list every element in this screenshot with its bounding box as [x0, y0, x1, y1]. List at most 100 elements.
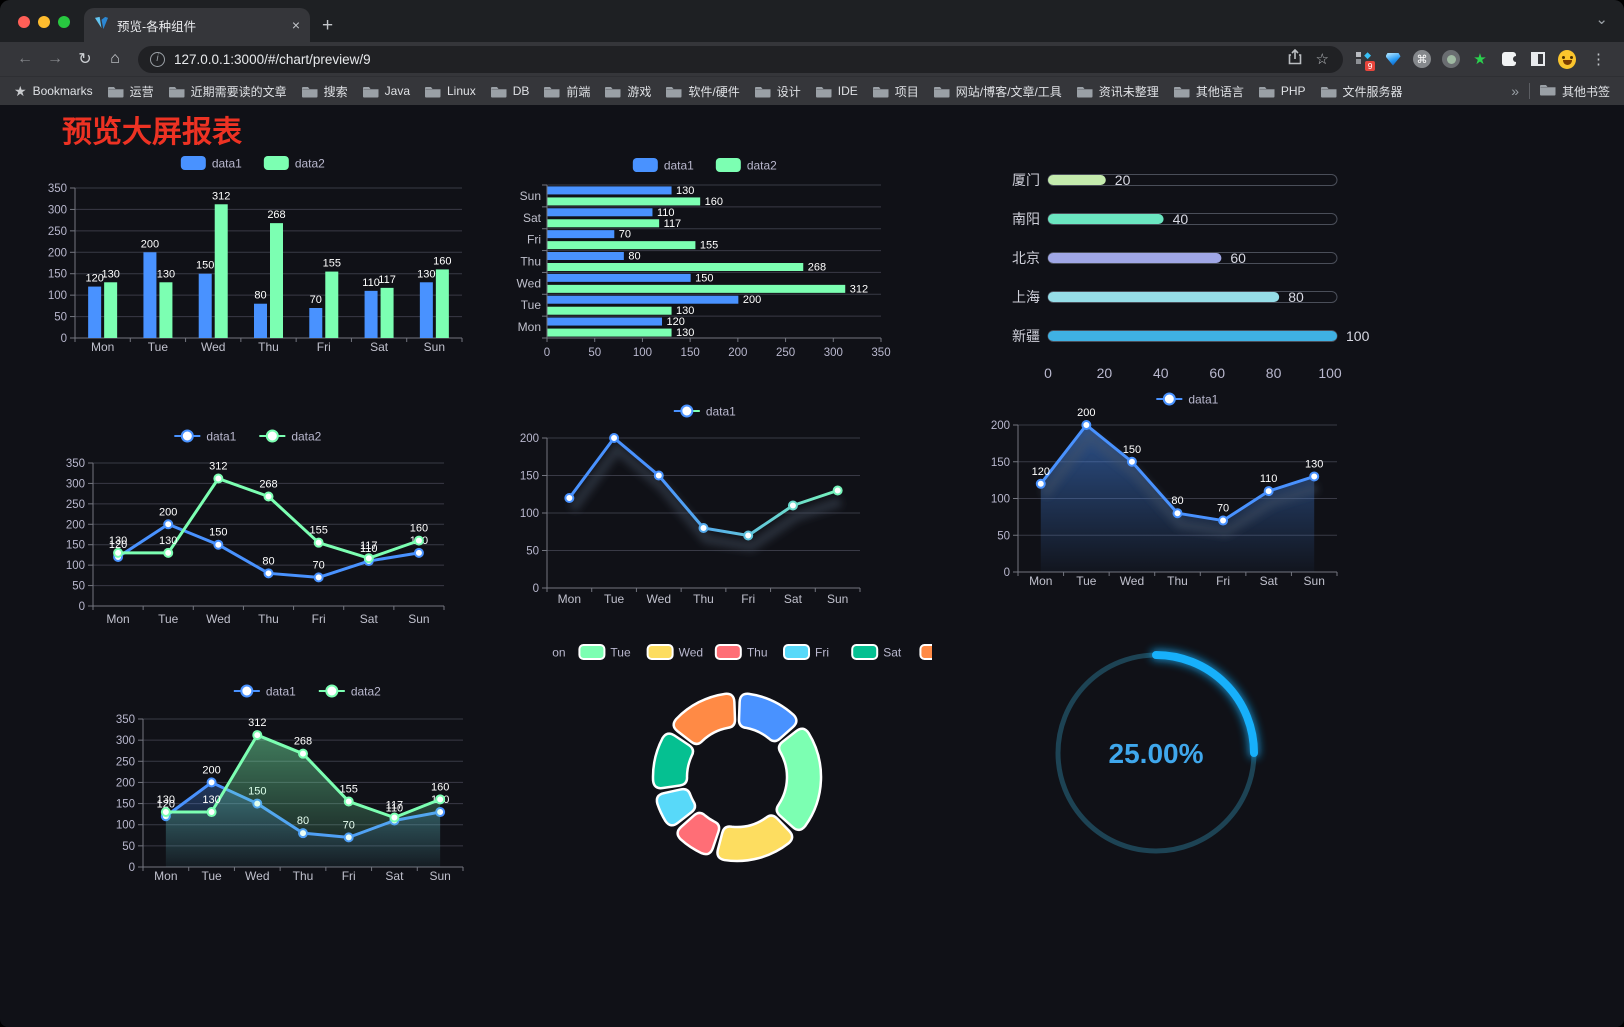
bar-data2	[380, 287, 394, 338]
point-data1	[1309, 471, 1320, 482]
bookmark-folder[interactable]: 项目	[872, 83, 919, 100]
profile-avatar[interactable]	[1558, 49, 1576, 69]
c7-svg: 0 50 100 150 200 250 300 350 Mon Tue Wed Thu Fri Sat S…	[116, 684, 464, 883]
c5-svg: 0 50 100 150 200 Mon Tue Wed Thu Fri Sat Sun data1	[520, 404, 861, 606]
bookmark-folder[interactable]: 搜索	[301, 83, 348, 100]
home-button[interactable]: ⌂	[110, 50, 120, 67]
bar-value-label: 120	[667, 316, 685, 328]
bar-value-label: 200	[743, 294, 761, 306]
bookmark-folder[interactable]: 软件/硬件	[666, 83, 740, 100]
extension-grid-icon[interactable]: ◆ 9	[1355, 50, 1375, 71]
chart-area-dual: 0 50 100 150 200 250 300 350 Mon Tue Wed Thu Fri Sat S…	[95, 677, 520, 895]
tab-search-chevron-icon[interactable]: ⌄	[1595, 11, 1608, 28]
x-tick-label: 100	[1318, 365, 1342, 381]
maximize-window-button[interactable]	[58, 16, 70, 28]
extension-command-icon[interactable]: ⌘	[1413, 50, 1431, 68]
bookmark-star-icon[interactable]: ☆	[1315, 51, 1329, 68]
grid-square	[1356, 52, 1361, 57]
extensions-puzzle-icon[interactable]	[1500, 50, 1518, 68]
bookmark-folder-label: 游戏	[627, 84, 652, 99]
point-value-label: 130	[157, 794, 175, 806]
bar-data1	[254, 303, 267, 338]
bookmark-folder-label: 近期需要读的文章	[190, 84, 287, 99]
bar-data2	[547, 241, 696, 250]
back-button[interactable]: ←	[17, 50, 33, 67]
x-category-label: Thu	[258, 340, 279, 354]
bookmark-folder[interactable]: DB	[490, 84, 529, 98]
x-category-label: Sat	[370, 340, 389, 354]
bar-value-label: 80	[254, 290, 266, 302]
x-category-label: Thu	[693, 592, 714, 606]
site-info-icon[interactable]: i	[150, 51, 165, 67]
bookmark-folder[interactable]: 网站/博客/文章/工具	[933, 83, 1062, 100]
bookmark-folder[interactable]: 其他语言	[1173, 83, 1244, 100]
y-category-label: Sat	[523, 211, 542, 225]
x-category-label: Wed	[647, 592, 671, 606]
point-data2	[113, 547, 124, 558]
browser-tab[interactable]: 预览-各种组件 ×	[84, 8, 310, 42]
extension-gem-icon[interactable]	[1384, 50, 1402, 68]
url-text[interactable]: 127.0.0.1:3000/#/chart/preview/9	[174, 51, 371, 67]
y-tick-label: 200	[48, 247, 67, 259]
tab-close-icon[interactable]: ×	[291, 17, 300, 33]
point-data1	[1218, 515, 1229, 526]
point-value-label: 80	[262, 555, 274, 567]
x-tick-label: 50	[588, 347, 601, 359]
y-tick-label: 100	[48, 290, 67, 302]
point-data2	[160, 807, 171, 818]
bookmark-folder[interactable]: 设计	[754, 83, 801, 100]
y-tick-label: 250	[116, 756, 135, 768]
bookmark-folder[interactable]: PHP	[1258, 84, 1306, 98]
close-window-button[interactable]	[18, 16, 30, 28]
bookmark-folder[interactable]: Linux	[425, 84, 476, 98]
bar-data1	[88, 286, 102, 338]
bookmark-folder[interactable]: 文件服务器	[1320, 83, 1403, 100]
point-data1	[163, 519, 174, 530]
x-category-label: Sat	[360, 612, 379, 626]
bookmarks-overflow-chevron[interactable]: »	[1511, 83, 1519, 99]
x-tick-label: 250	[776, 347, 795, 359]
progress-value: 60	[1230, 250, 1246, 266]
bookmark-folder-label: IDE	[837, 84, 858, 98]
row-label: 上海	[1012, 289, 1040, 305]
address-bar[interactable]: i 127.0.0.1:3000/#/chart/preview/9 ☆	[138, 45, 1343, 73]
reload-button[interactable]: ↻	[78, 51, 92, 68]
bookmark-folder[interactable]: 游戏	[605, 83, 651, 100]
bookmark-folder[interactable]: 前端	[544, 83, 590, 100]
legend-label: Fri	[815, 646, 829, 660]
bar-value-label: 117	[664, 218, 682, 230]
y-category-label: Tue	[521, 298, 542, 312]
y-tick-label: 300	[66, 478, 85, 490]
legend-marker	[263, 156, 289, 170]
bar-value-label: 312	[212, 190, 230, 202]
browser-menu-icon[interactable]: ⋮	[1591, 51, 1606, 68]
bookmark-folder[interactable]: 资讯未整理	[1076, 83, 1159, 100]
bookmarks-manager[interactable]: ★ Bookmarks	[14, 83, 93, 100]
bookmark-folder[interactable]: IDE	[815, 84, 858, 98]
bookmark-folder[interactable]: 运营	[107, 83, 154, 100]
bookmark-folder[interactable]: Java	[362, 84, 410, 98]
c3-svg: 厦门 20 南阳 40 北京 60 上海 80 新疆 100 0 20 40 60 80 100	[1012, 172, 1370, 381]
new-tab-button[interactable]: +	[322, 15, 334, 36]
minimize-window-button[interactable]	[38, 16, 50, 28]
bookmark-folder[interactable]: 近期需要读的文章	[168, 83, 287, 100]
legend-label: data2	[351, 685, 381, 699]
share-icon[interactable]	[1288, 48, 1302, 70]
other-bookmarks-folder[interactable]: 其他书签	[1539, 83, 1610, 100]
bar-value-label: 130	[676, 305, 694, 317]
point-data2	[343, 796, 354, 807]
bar-value-label: 130	[417, 268, 435, 280]
point-value-label: 155	[309, 525, 327, 537]
page-title: 预览大屏报表	[62, 116, 242, 149]
y-tick-label: 100	[66, 560, 85, 572]
point-value-label: 312	[209, 461, 227, 473]
bar-value-label: 155	[700, 240, 718, 252]
y-tick-label: 50	[526, 546, 539, 558]
point-value-label: 200	[202, 764, 220, 776]
forward-button[interactable]: →	[47, 50, 63, 67]
x-tick-label: 200	[728, 347, 747, 359]
extension-darkmode-icon[interactable]	[1529, 50, 1547, 68]
extension-circle-icon[interactable]	[1442, 50, 1460, 68]
x-category-label: Tue	[201, 869, 222, 883]
extension-star-icon[interactable]: ★	[1473, 51, 1487, 68]
